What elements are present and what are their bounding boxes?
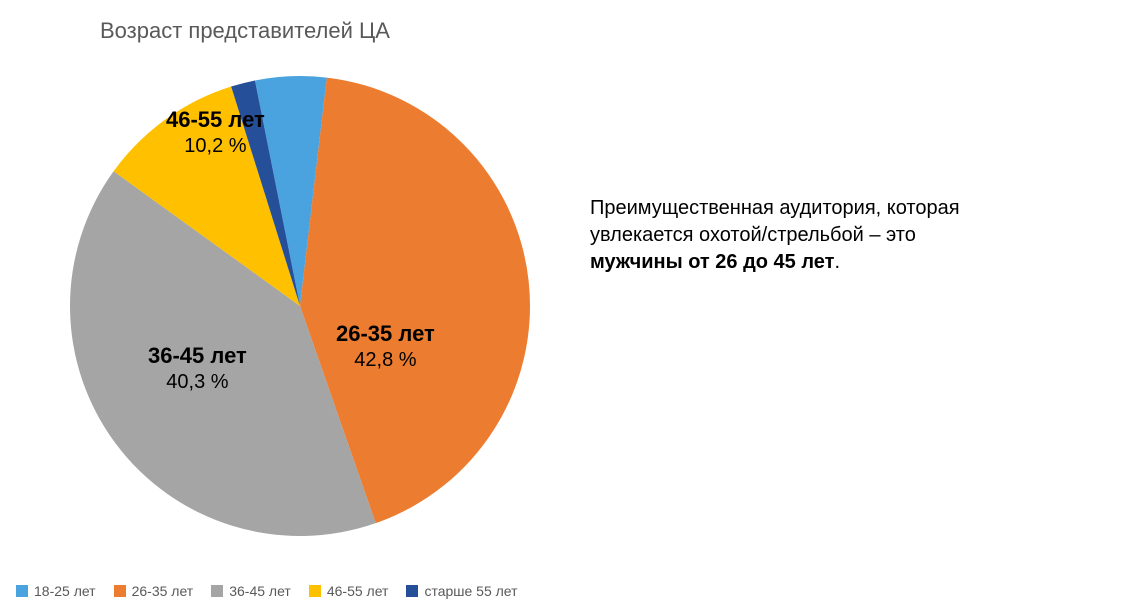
legend-swatch bbox=[406, 585, 418, 597]
slice-pct-label: 10,2 % bbox=[166, 134, 265, 159]
slice-age-label: 26-35 лет bbox=[336, 320, 435, 348]
slice-pct-label: 40,3 % bbox=[148, 370, 247, 395]
slice-label: 26-35 лет42,8 % bbox=[336, 320, 435, 373]
slice-age-label: 36-45 лет bbox=[148, 342, 247, 370]
legend-label: 26-35 лет bbox=[132, 583, 194, 599]
legend-swatch bbox=[114, 585, 126, 597]
legend-label: 46-55 лет bbox=[327, 583, 389, 599]
legend-label: 18-25 лет bbox=[34, 583, 96, 599]
legend-item: старше 55 лет bbox=[406, 583, 517, 599]
legend-item: 18-25 лет bbox=[16, 583, 96, 599]
chart-container: Возраст представителей ЦА 26-35 лет42,8 … bbox=[0, 0, 1139, 613]
legend-item: 26-35 лет bbox=[114, 583, 194, 599]
legend-swatch bbox=[309, 585, 321, 597]
pie-chart bbox=[60, 48, 540, 548]
slice-pct-label: 42,8 % bbox=[336, 348, 435, 373]
desc-bold: мужчины от 26 до 45 лет bbox=[590, 251, 834, 273]
legend-label: старше 55 лет bbox=[424, 583, 517, 599]
desc-line-1: Преимущественная аудитория, которая bbox=[590, 197, 960, 219]
desc-suffix: . bbox=[834, 251, 840, 273]
slice-age-label: 46-55 лет bbox=[166, 106, 265, 134]
desc-line-2: увлекается охотой/стрельбой – это bbox=[590, 224, 916, 246]
description-text: Преимущественная аудитория, которая увле… bbox=[590, 195, 1090, 276]
chart-title: Возраст представителей ЦА bbox=[100, 18, 390, 44]
legend-item: 36-45 лет bbox=[211, 583, 291, 599]
legend-item: 46-55 лет bbox=[309, 583, 389, 599]
slice-label: 46-55 лет10,2 % bbox=[166, 106, 265, 159]
pie-chart-area: 26-35 лет42,8 % 36-45 лет40,3 % 46-55 лет1… bbox=[60, 48, 540, 548]
legend-swatch bbox=[211, 585, 223, 597]
slice-label: 36-45 лет40,3 % bbox=[148, 342, 247, 395]
legend-label: 36-45 лет bbox=[229, 583, 291, 599]
legend: 18-25 лет 26-35 лет 36-45 лет 46-55 лет стар… bbox=[16, 583, 518, 599]
legend-swatch bbox=[16, 585, 28, 597]
